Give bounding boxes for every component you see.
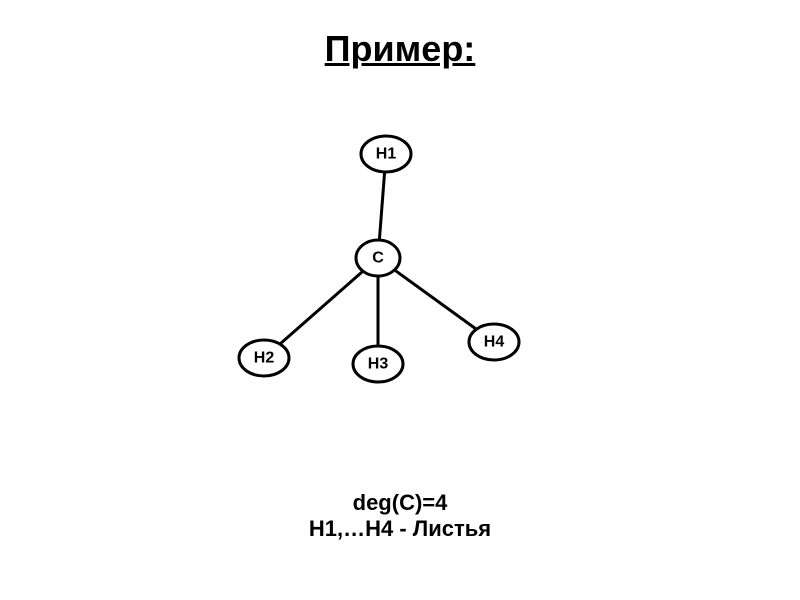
node-label-H1: H1 [376,146,397,163]
node-label-H3: H3 [368,356,389,373]
caption-line-1: deg(C)=4 [0,490,800,516]
node-label-H4: H4 [484,334,505,351]
edge-C-H2 [280,271,363,344]
caption-block: deg(C)=4 H1,…H4 - Листья [0,490,800,542]
edge-C-H4 [394,270,476,329]
node-label-H2: H2 [254,350,275,367]
node-label-C: C [372,250,384,267]
edge-C-H1 [379,172,384,240]
caption-line-2: H1,…H4 - Листья [0,516,800,542]
